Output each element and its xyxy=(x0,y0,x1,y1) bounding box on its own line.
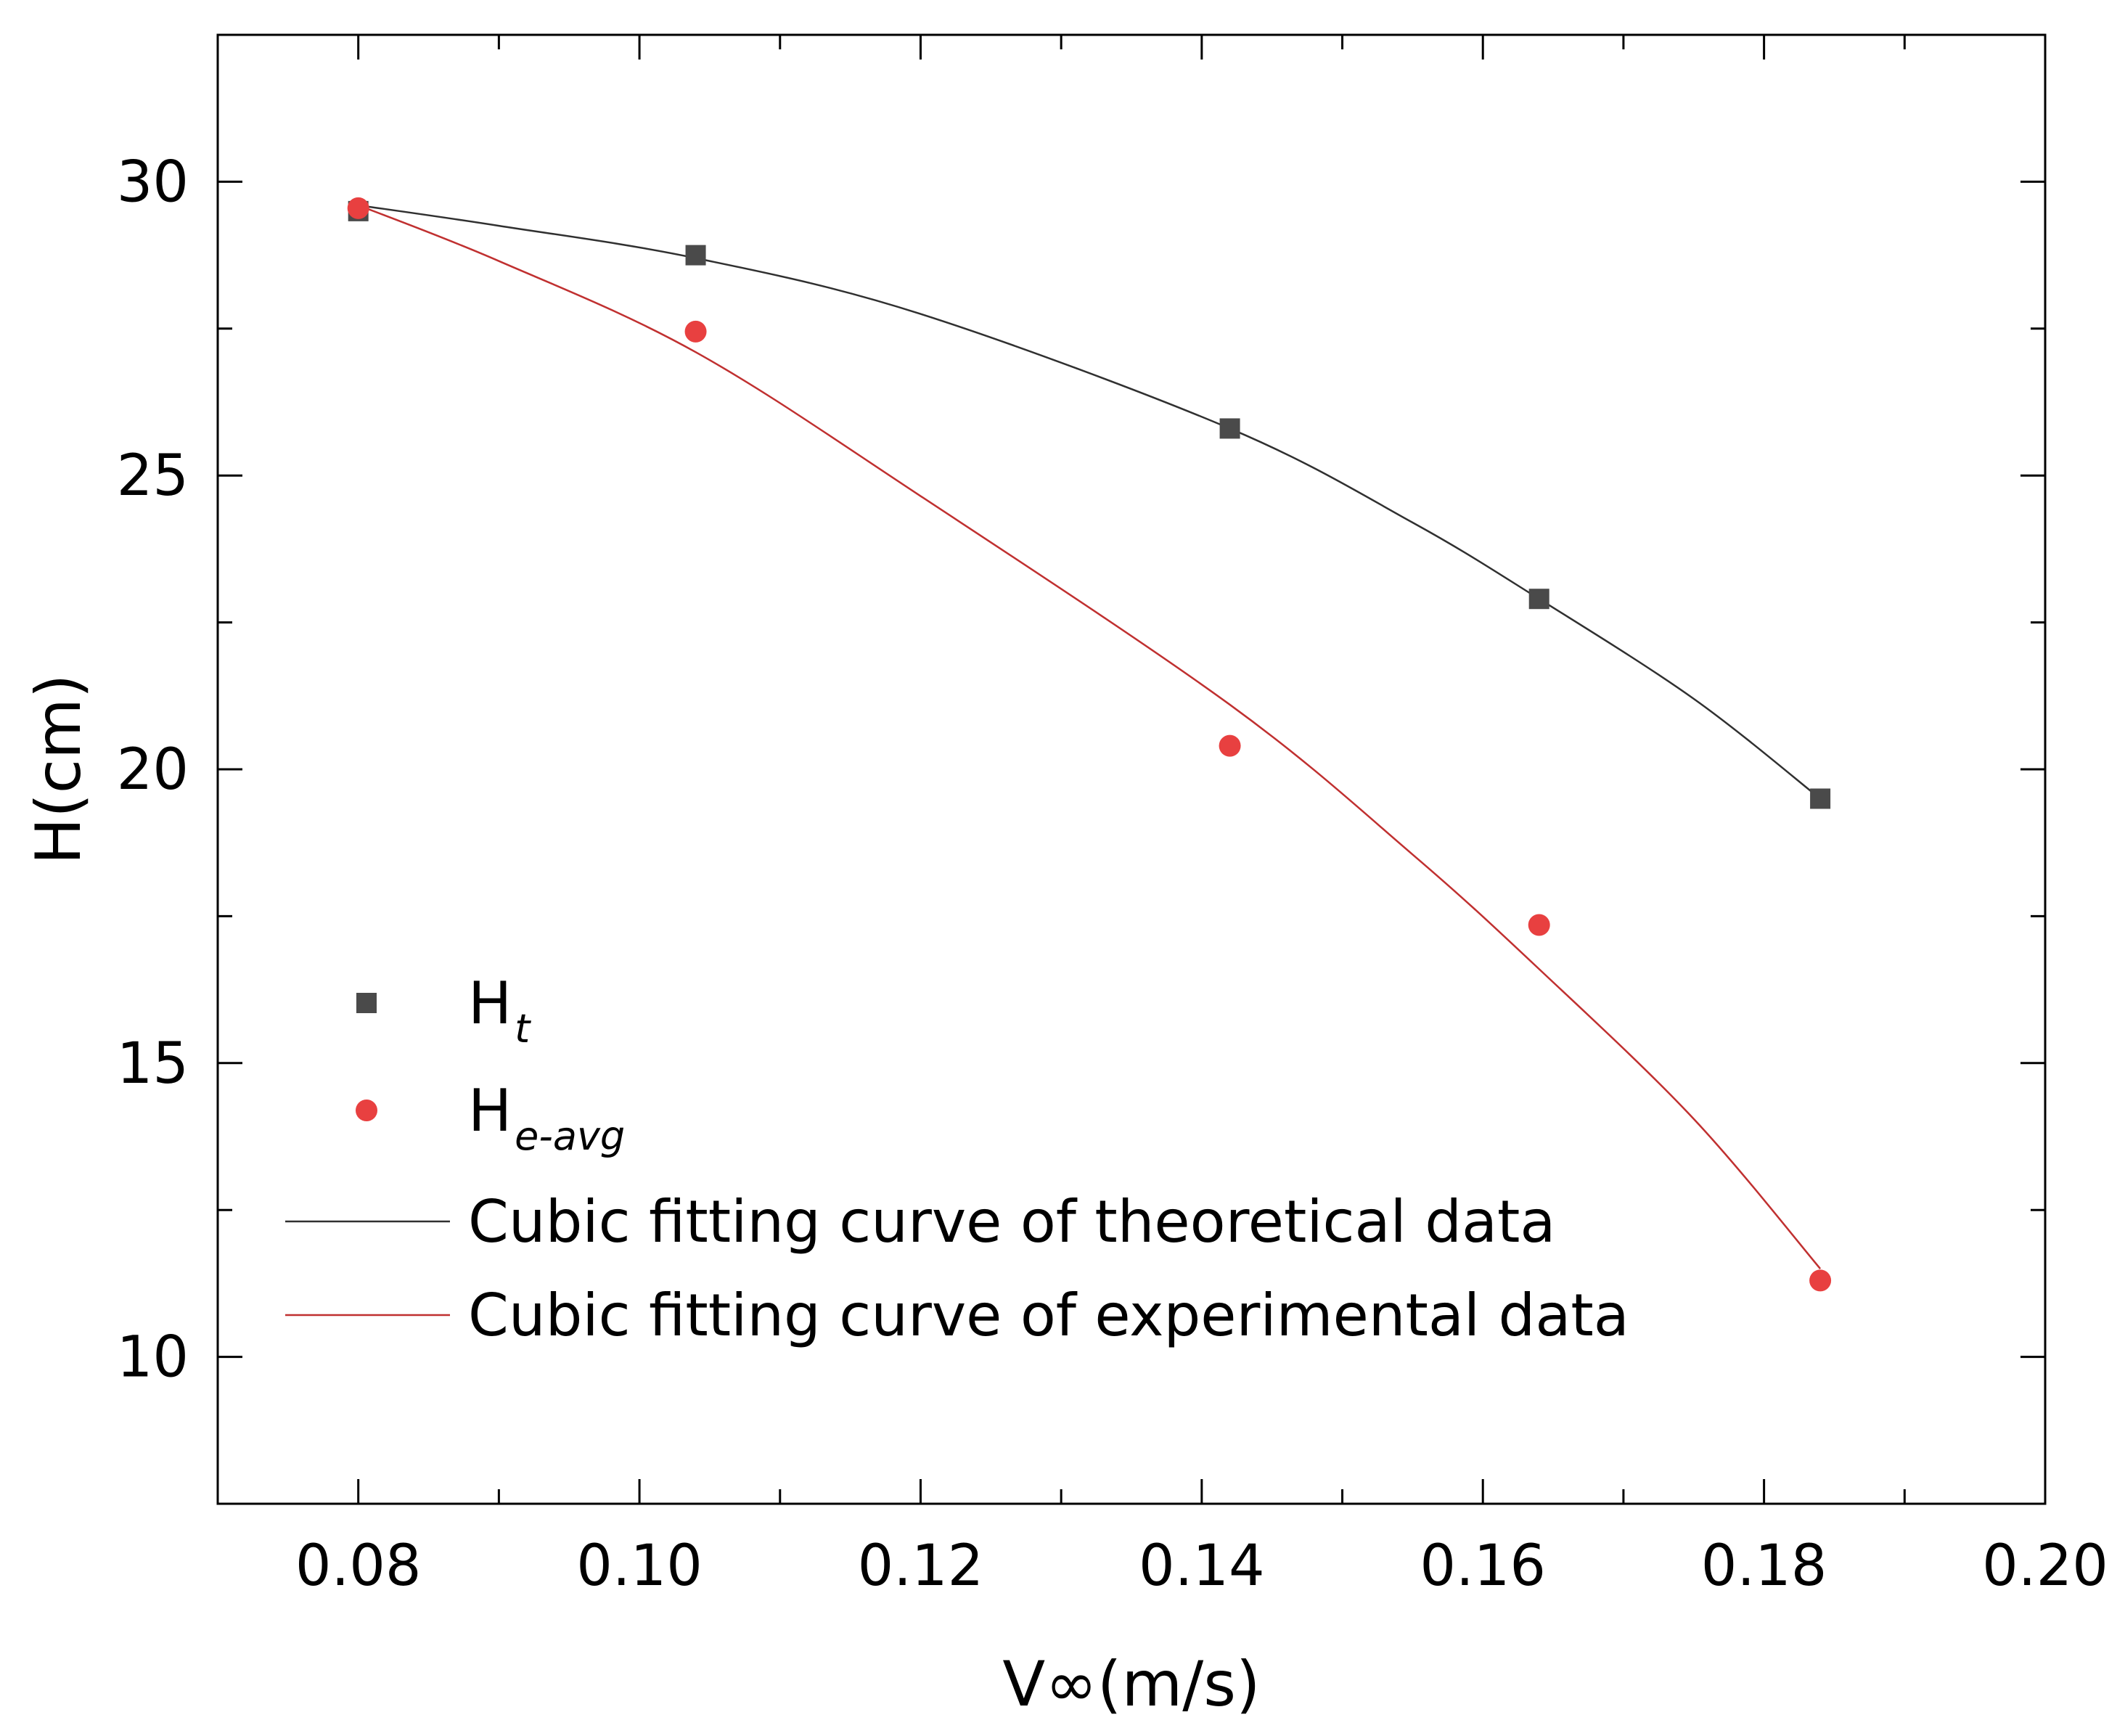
y-tick-label: 15 xyxy=(117,1031,189,1097)
experimental-point xyxy=(347,197,369,219)
x-tick-label: 0.10 xyxy=(576,1534,703,1599)
y-tick-label: 30 xyxy=(117,150,189,215)
legend-square-marker xyxy=(356,993,377,1013)
theoretical-point xyxy=(685,245,706,266)
theoretical-fit-curve xyxy=(358,204,1821,800)
experimental-fit-curve xyxy=(358,204,1822,1269)
x-tick-label: 0.16 xyxy=(1420,1534,1546,1599)
legend-label-theoretical: Cubic fitting curve of theoretical data xyxy=(468,1188,1555,1256)
x-axis-title: V∞(m/s) xyxy=(1002,1648,1260,1721)
legend-label-ht-sub: t xyxy=(515,1006,531,1052)
theoretical-point xyxy=(1810,788,1831,809)
legend-label-experimental: Cubic fitting curve of experimental data xyxy=(468,1282,1629,1349)
legend-label-heavg: He-avg xyxy=(468,1077,625,1159)
legend-label-heavg-sub: e-avg xyxy=(515,1113,625,1159)
theoretical-point xyxy=(1219,418,1240,439)
experimental-point xyxy=(684,320,707,343)
x-tick-label: 0.18 xyxy=(1701,1534,1827,1599)
y-tick-label: 25 xyxy=(117,443,189,509)
x-tick-label: 0.12 xyxy=(858,1534,984,1599)
y-tick-label: 20 xyxy=(117,737,189,803)
x-tick-label: 0.14 xyxy=(1139,1534,1265,1599)
experimental-point xyxy=(1219,734,1241,757)
y-axis-title: H(cm) xyxy=(22,674,95,865)
legend-circle-marker xyxy=(356,1100,377,1121)
y-tick-label: 10 xyxy=(117,1325,189,1391)
theoretical-point xyxy=(1528,589,1549,610)
legend-label-heavg-main: H xyxy=(468,1077,512,1145)
experimental-point xyxy=(1528,914,1550,936)
experimental-point xyxy=(1809,1269,1832,1292)
legend-label-ht-main: H xyxy=(468,970,512,1037)
x-tick-label: 0.08 xyxy=(295,1534,422,1599)
legend-label-ht: Ht xyxy=(468,970,531,1052)
x-tick-label: 0.20 xyxy=(1982,1534,2108,1599)
